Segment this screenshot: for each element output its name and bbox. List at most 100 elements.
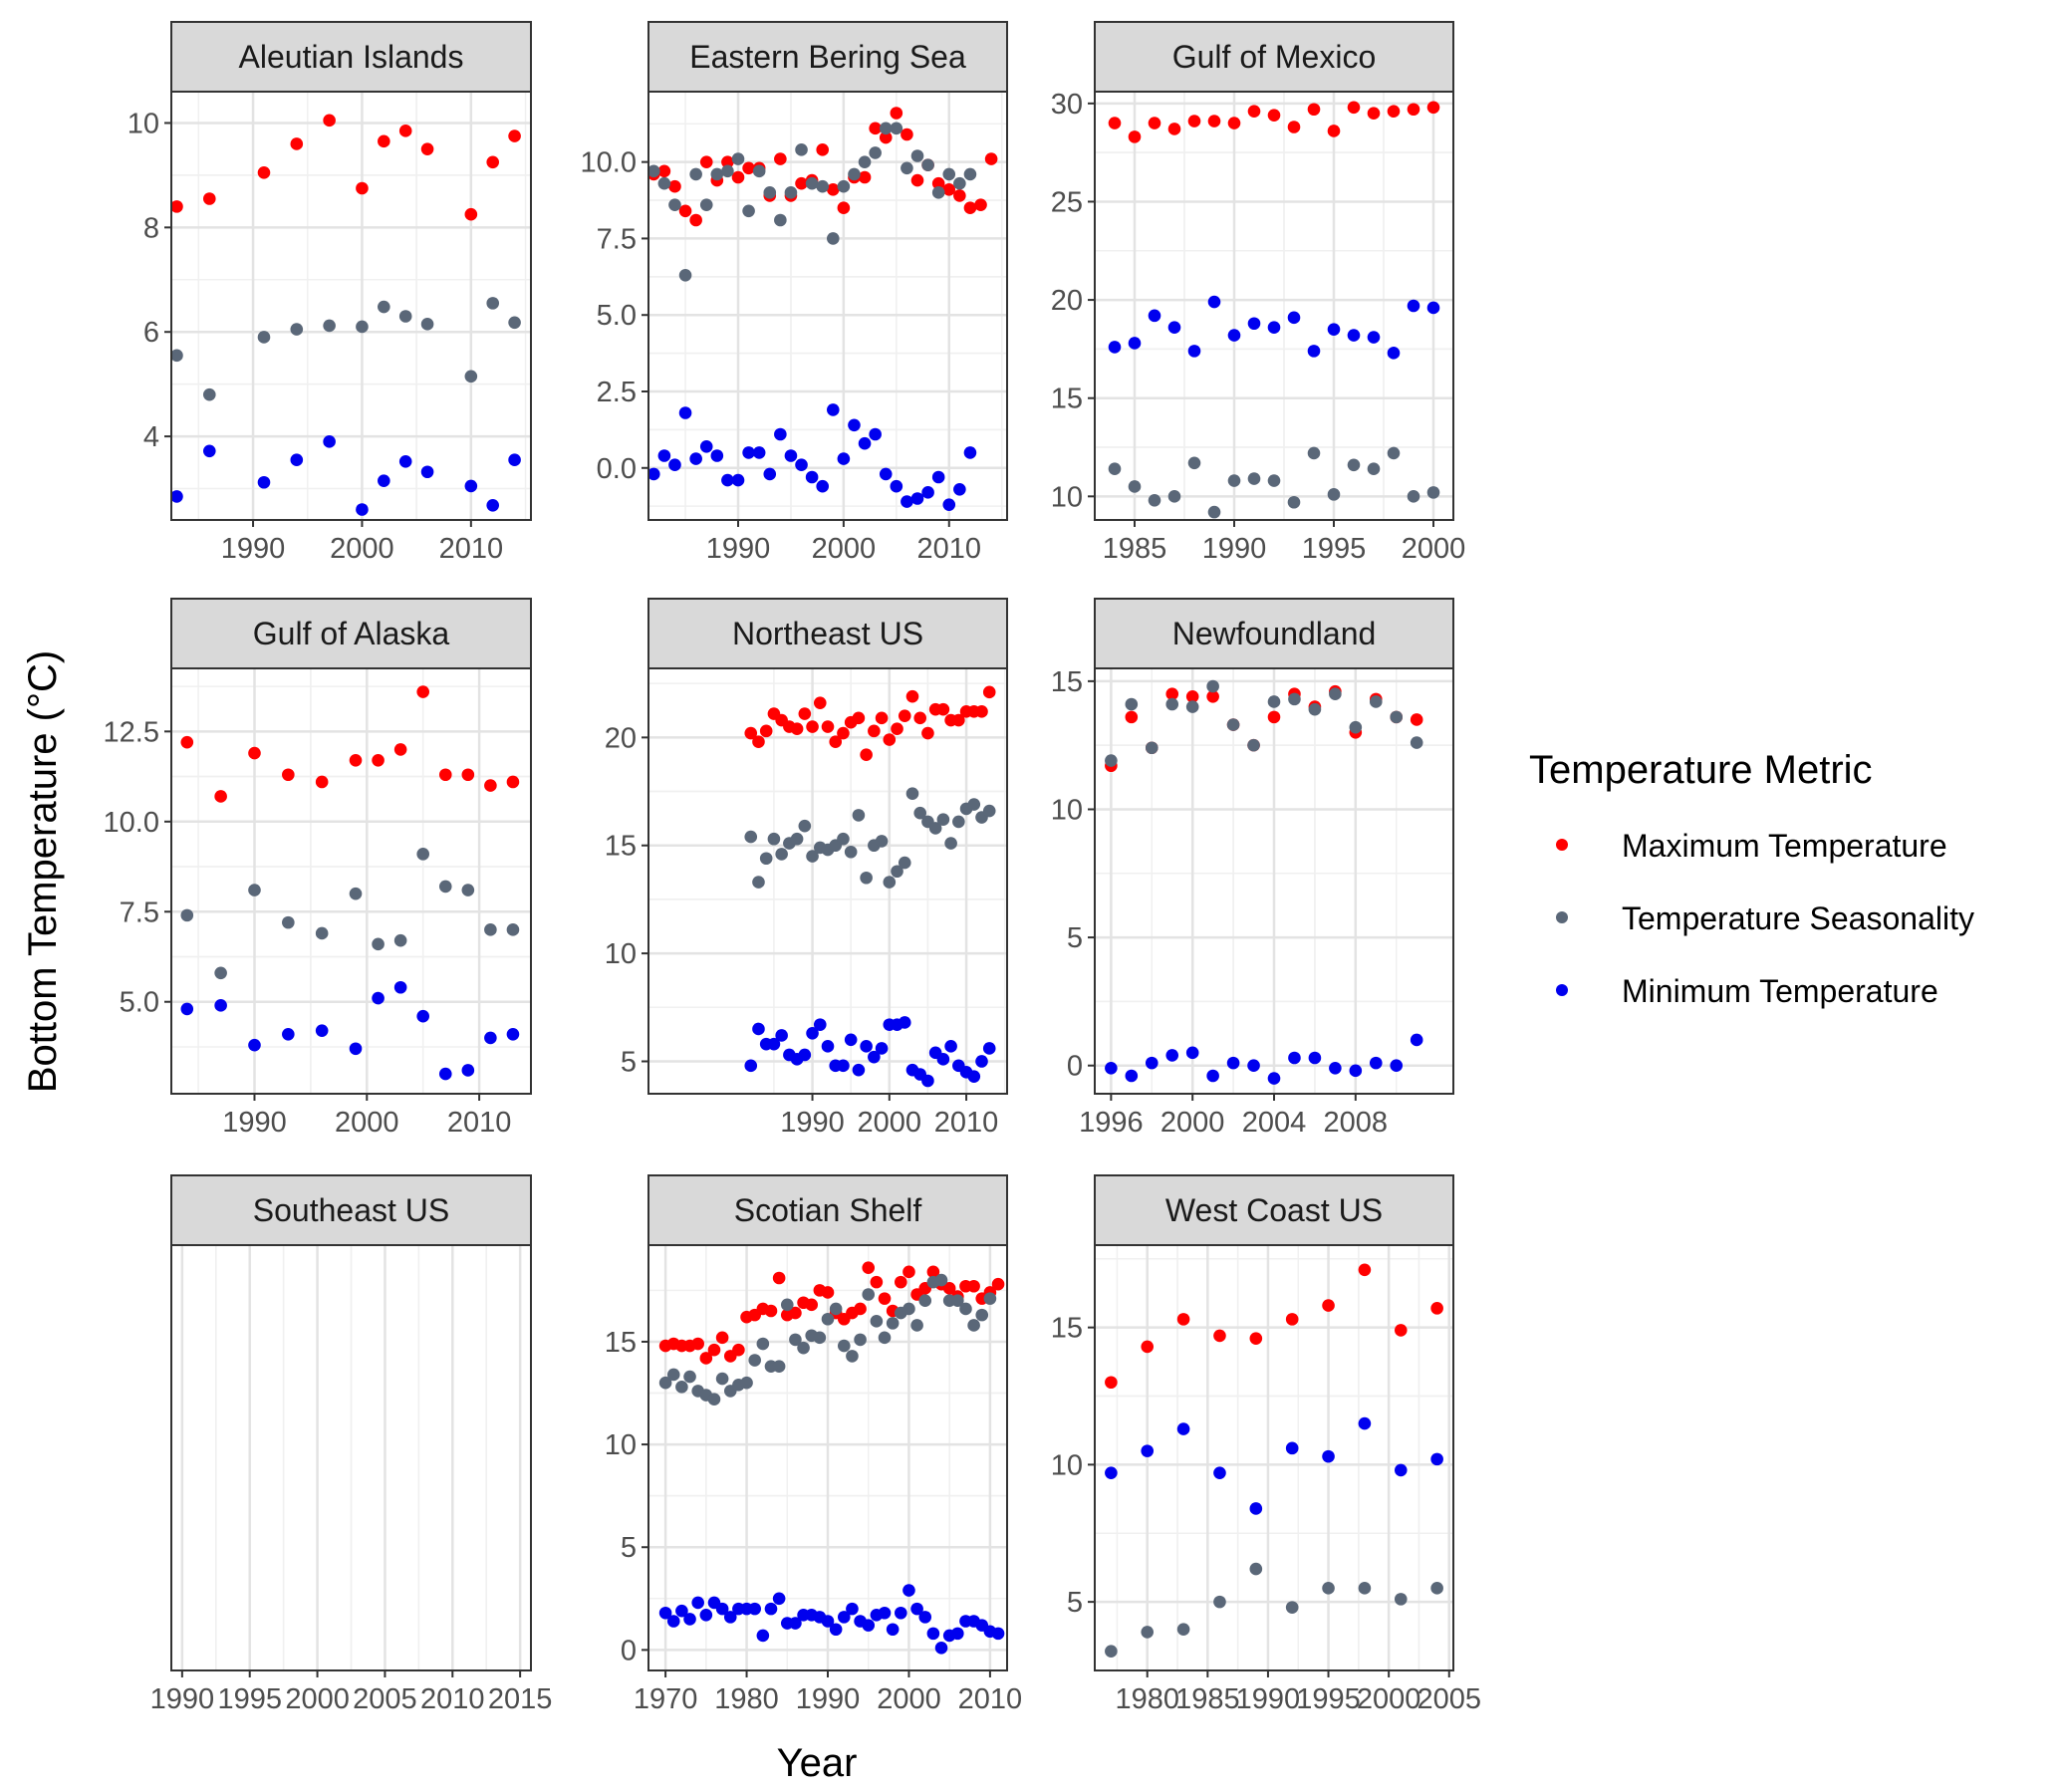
x-tick-label: 1996 bbox=[1079, 1107, 1144, 1139]
point-minimum-temperature bbox=[1207, 295, 1221, 309]
point-maximum-temperature bbox=[731, 170, 745, 184]
point-minimum-temperature bbox=[944, 1040, 957, 1053]
point-maximum-temperature bbox=[982, 685, 996, 699]
point-maximum-temperature bbox=[744, 726, 758, 740]
point-minimum-temperature bbox=[1247, 317, 1261, 331]
point-temperature-seasonality bbox=[854, 1333, 867, 1347]
point-temperature-seasonality bbox=[886, 1317, 900, 1330]
point-minimum-temperature bbox=[699, 439, 713, 453]
point-maximum-temperature bbox=[1105, 1376, 1118, 1390]
point-minimum-temperature bbox=[767, 1037, 781, 1051]
point-minimum-temperature bbox=[214, 999, 227, 1012]
point-minimum-temperature bbox=[420, 465, 434, 479]
point-temperature-seasonality bbox=[484, 923, 497, 936]
x-tick-label: 2004 bbox=[1242, 1107, 1307, 1139]
point-temperature-seasonality bbox=[913, 806, 927, 820]
facet-strip-label: Eastern Bering Sea bbox=[689, 39, 966, 75]
point-maximum-temperature bbox=[378, 134, 390, 148]
point-maximum-temperature bbox=[1249, 1332, 1263, 1345]
point-maximum-temperature bbox=[806, 720, 819, 733]
point-temperature-seasonality bbox=[918, 1294, 932, 1307]
point-temperature-seasonality bbox=[951, 1294, 964, 1307]
point-minimum-temperature bbox=[875, 1042, 889, 1055]
point-minimum-temperature bbox=[1410, 1033, 1423, 1047]
point-maximum-temperature bbox=[868, 724, 881, 738]
point-minimum-temperature bbox=[821, 1040, 835, 1053]
point-maximum-temperature bbox=[657, 164, 671, 178]
panel-background bbox=[648, 92, 1007, 520]
y-tick-label: 10 bbox=[605, 938, 637, 970]
point-maximum-temperature bbox=[774, 152, 787, 165]
x-tick-label: 2000 bbox=[1402, 533, 1466, 565]
point-temperature-seasonality bbox=[784, 186, 798, 199]
point-minimum-temperature bbox=[1322, 1449, 1335, 1463]
point-maximum-temperature bbox=[869, 122, 882, 135]
point-minimum-temperature bbox=[862, 1619, 876, 1632]
point-minimum-temperature bbox=[1267, 321, 1281, 334]
y-tick-label: 15 bbox=[605, 1327, 637, 1359]
point-minimum-temperature bbox=[848, 418, 861, 432]
point-temperature-seasonality bbox=[1187, 456, 1201, 470]
point-maximum-temperature bbox=[860, 748, 873, 762]
facet-panel-southeast-us: Southeast US 1990 1995 2000 2005 2010 2015 bbox=[150, 1174, 552, 1715]
point-maximum-temperature bbox=[461, 768, 475, 782]
point-temperature-seasonality bbox=[763, 186, 777, 199]
point-temperature-seasonality bbox=[170, 349, 183, 363]
point-temperature-seasonality bbox=[858, 155, 872, 168]
point-minimum-temperature bbox=[756, 1629, 770, 1643]
point-temperature-seasonality bbox=[875, 835, 889, 848]
point-temperature-seasonality bbox=[1322, 1582, 1335, 1595]
x-tick-label: 2005 bbox=[353, 1683, 417, 1715]
facet-panel-gulf-of-mexico: Gulf of Mexico 1985 1990 1995 2000 10 15 20 25 30 bbox=[1051, 21, 1466, 565]
point-temperature-seasonality bbox=[928, 822, 942, 835]
point-maximum-temperature bbox=[1247, 105, 1261, 119]
point-minimum-temperature bbox=[691, 1596, 704, 1610]
point-maximum-temperature bbox=[1207, 115, 1221, 128]
point-minimum-temperature bbox=[1249, 1502, 1263, 1515]
point-minimum-temperature bbox=[699, 1609, 713, 1622]
x-tick-label: 1995 bbox=[1296, 1683, 1361, 1715]
point-maximum-temperature bbox=[789, 1306, 802, 1320]
point-maximum-temperature bbox=[910, 173, 924, 187]
point-minimum-temperature bbox=[879, 467, 893, 481]
point-minimum-temperature bbox=[752, 446, 766, 459]
x-tick-label: 2010 bbox=[917, 533, 982, 565]
point-minimum-temperature bbox=[837, 1611, 851, 1624]
point-minimum-temperature bbox=[869, 427, 882, 441]
point-minimum-temperature bbox=[1267, 1072, 1281, 1085]
point-minimum-temperature bbox=[1358, 1416, 1372, 1430]
legend-key-max bbox=[1556, 839, 1568, 851]
point-temperature-seasonality bbox=[797, 1341, 810, 1355]
x-tick-label: 1990 bbox=[1236, 1683, 1301, 1715]
point-temperature-seasonality bbox=[508, 316, 521, 330]
point-maximum-temperature bbox=[953, 189, 966, 202]
point-minimum-temperature bbox=[858, 436, 872, 450]
point-minimum-temperature bbox=[282, 1027, 295, 1041]
legend-key-seasonality bbox=[1556, 911, 1568, 923]
point-maximum-temperature bbox=[829, 735, 843, 748]
point-temperature-seasonality bbox=[921, 158, 934, 172]
point-temperature-seasonality bbox=[257, 331, 271, 344]
point-maximum-temperature bbox=[952, 713, 965, 727]
x-tick-label: 1995 bbox=[1302, 533, 1367, 565]
point-temperature-seasonality bbox=[837, 832, 850, 846]
point-temperature-seasonality bbox=[959, 1302, 972, 1316]
point-maximum-temperature bbox=[926, 1265, 940, 1279]
point-minimum-temperature bbox=[752, 1022, 765, 1036]
point-maximum-temperature bbox=[895, 1275, 907, 1289]
point-temperature-seasonality bbox=[202, 387, 216, 401]
point-temperature-seasonality bbox=[1358, 1582, 1372, 1595]
point-temperature-seasonality bbox=[699, 198, 713, 211]
point-minimum-temperature bbox=[890, 479, 903, 493]
point-temperature-seasonality bbox=[829, 1302, 843, 1316]
x-tick-label: 2000 bbox=[285, 1683, 350, 1715]
point-maximum-temperature bbox=[826, 182, 840, 196]
point-maximum-temperature bbox=[963, 201, 977, 215]
point-minimum-temperature bbox=[910, 492, 924, 505]
point-minimum-temperature bbox=[372, 991, 385, 1005]
point-maximum-temperature bbox=[1410, 713, 1423, 726]
point-minimum-temperature bbox=[798, 1048, 812, 1062]
point-temperature-seasonality bbox=[1285, 1601, 1299, 1614]
panel-background bbox=[171, 92, 531, 520]
